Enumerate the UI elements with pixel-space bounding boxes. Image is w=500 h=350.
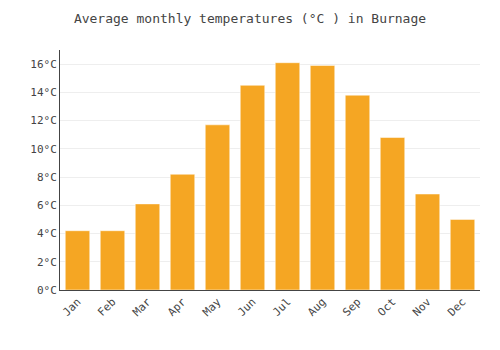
svg-text:8°C: 8°C bbox=[37, 171, 57, 184]
svg-text:Oct: Oct bbox=[375, 296, 398, 319]
svg-text:Mar: Mar bbox=[130, 295, 154, 319]
svg-text:Jun: Jun bbox=[235, 296, 258, 319]
svg-text:Dec: Dec bbox=[445, 296, 468, 319]
svg-text:May: May bbox=[200, 295, 224, 319]
svg-text:Jan: Jan bbox=[60, 296, 83, 319]
svg-text:Jul: Jul bbox=[270, 296, 293, 319]
svg-text:4°C: 4°C bbox=[37, 227, 57, 240]
svg-text:14°C: 14°C bbox=[30, 86, 57, 99]
svg-text:6°C: 6°C bbox=[37, 199, 57, 212]
svg-text:2°C: 2°C bbox=[37, 256, 57, 269]
svg-text:16°C: 16°C bbox=[30, 58, 57, 71]
svg-text:Sep: Sep bbox=[340, 296, 363, 319]
svg-text:0°C: 0°C bbox=[37, 284, 57, 297]
svg-text:Aug: Aug bbox=[305, 296, 328, 319]
svg-text:Feb: Feb bbox=[95, 296, 118, 319]
svg-text:Average monthly temperatures (: Average monthly temperatures (°C ) in Bu… bbox=[74, 11, 426, 26]
svg-text:12°C: 12°C bbox=[30, 114, 57, 127]
svg-text:Apr: Apr bbox=[165, 295, 189, 319]
svg-text:10°C: 10°C bbox=[30, 143, 57, 156]
svg-text:Nov: Nov bbox=[410, 295, 434, 319]
